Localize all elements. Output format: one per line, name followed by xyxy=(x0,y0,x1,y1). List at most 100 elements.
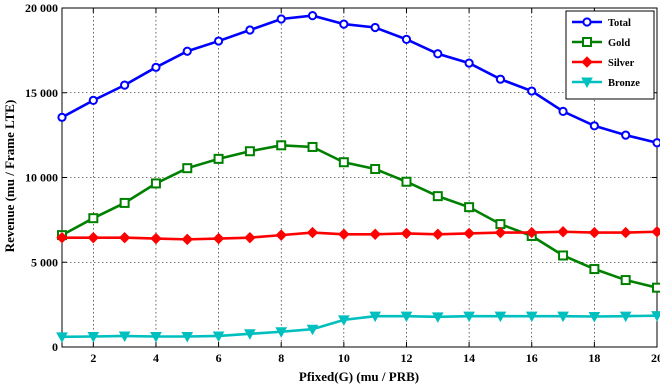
data-point-bronze xyxy=(275,327,288,338)
legend-swatch-marker xyxy=(581,77,593,89)
y-tick-label: 20 000 xyxy=(25,1,58,15)
data-point-gold xyxy=(276,140,287,151)
data-point-total xyxy=(182,46,192,56)
data-point-total xyxy=(151,62,161,72)
data-point-gold xyxy=(401,176,412,187)
x-tick-label: 14 xyxy=(463,351,475,365)
data-point-gold xyxy=(244,146,255,157)
x-tick-label: 6 xyxy=(216,351,222,365)
data-point-bronze xyxy=(212,331,225,343)
data-point-bronze xyxy=(244,329,256,340)
legend-label: Gold xyxy=(608,38,630,49)
x-tick-label: 12 xyxy=(400,351,412,365)
legend-swatch-marker xyxy=(581,56,593,68)
data-point-silver xyxy=(338,228,350,240)
data-point-total xyxy=(120,80,130,90)
data-point-total xyxy=(88,95,98,105)
x-tick-label: 18 xyxy=(588,351,600,365)
data-point-silver xyxy=(588,226,601,239)
legend-label: Total xyxy=(608,18,631,29)
data-point-bronze xyxy=(150,331,162,343)
data-point-bronze xyxy=(369,311,382,323)
series-line-gold xyxy=(61,143,658,289)
legend-item-bronze: Bronze xyxy=(572,77,640,89)
data-point-silver xyxy=(463,227,475,240)
x-tick-label: 4 xyxy=(153,351,159,365)
data-point-bronze xyxy=(181,331,194,343)
data-point-silver xyxy=(557,226,569,238)
data-point-silver xyxy=(432,228,444,240)
data-point-total xyxy=(433,49,443,59)
data-point-total xyxy=(621,130,631,140)
plot-frame xyxy=(61,7,658,348)
data-point-total xyxy=(558,106,568,116)
series-line-bronze xyxy=(61,314,658,339)
series-total xyxy=(57,11,660,148)
y-axis-title: Revenue (mu / Frame LTE) xyxy=(2,100,17,253)
data-point-silver xyxy=(306,226,319,239)
data-point-bronze xyxy=(557,311,569,323)
data-point-gold xyxy=(150,178,161,189)
data-point-gold xyxy=(432,191,443,202)
data-point-gold xyxy=(558,250,569,261)
data-point-silver xyxy=(275,229,287,241)
data-point-gold xyxy=(652,282,660,293)
data-point-total xyxy=(307,11,318,21)
legend-box xyxy=(565,10,655,100)
data-point-bronze xyxy=(337,315,350,326)
data-point-total xyxy=(652,138,660,148)
data-point-silver xyxy=(181,233,193,246)
x-tick-label: 8 xyxy=(278,351,284,365)
data-point-silver xyxy=(494,226,507,239)
data-point-gold xyxy=(307,141,318,152)
data-point-total xyxy=(245,25,255,35)
data-point-gold xyxy=(338,157,349,168)
legend-swatch-marker xyxy=(582,17,592,27)
data-point-gold xyxy=(119,197,130,208)
data-point-silver xyxy=(400,227,413,240)
data-point-gold xyxy=(370,164,381,175)
series-line-total xyxy=(61,14,658,145)
data-point-silver xyxy=(244,231,256,244)
data-point-total xyxy=(589,121,599,131)
data-point-silver xyxy=(56,231,68,244)
legend-swatch-marker xyxy=(582,37,592,47)
data-point-gold xyxy=(464,202,475,213)
data-point-gold xyxy=(213,153,224,164)
y-tick-label: 10 000 xyxy=(25,171,58,185)
data-point-silver xyxy=(118,231,131,244)
series-gold xyxy=(57,140,660,293)
data-point-total xyxy=(464,58,474,68)
y-tick-label: 15 000 xyxy=(25,86,58,100)
data-point-bronze xyxy=(306,324,319,336)
data-point-silver xyxy=(619,226,632,239)
data-point-gold xyxy=(620,275,631,286)
legend-item-gold: Gold xyxy=(572,37,630,49)
data-point-gold xyxy=(589,264,600,275)
data-point-bronze xyxy=(494,311,507,323)
data-point-bronze xyxy=(400,311,413,323)
series-silver xyxy=(56,226,660,246)
data-point-bronze xyxy=(525,311,538,323)
legend-item-silver: Silver xyxy=(572,56,635,69)
data-point-bronze xyxy=(87,331,100,343)
data-point-total xyxy=(370,22,380,33)
data-point-gold xyxy=(182,163,193,174)
data-point-total xyxy=(339,19,349,29)
data-point-bronze xyxy=(56,332,68,343)
legend-label: Bronze xyxy=(608,78,640,89)
data-point-silver xyxy=(212,232,225,245)
legend: Total Gold Silver Bronze xyxy=(565,10,655,100)
legend-label: Silver xyxy=(608,58,635,69)
legend-item-total: Total xyxy=(572,17,631,29)
x-tick-label: 2 xyxy=(90,351,96,365)
data-point-total xyxy=(276,14,286,24)
data-point-silver xyxy=(150,232,162,245)
data-point-total xyxy=(495,74,506,84)
data-point-total xyxy=(213,36,224,46)
x-tick-label: 10 xyxy=(338,351,350,365)
data-point-bronze xyxy=(118,331,131,343)
x-tick-label: 16 xyxy=(526,351,538,365)
data-point-total xyxy=(527,86,537,96)
